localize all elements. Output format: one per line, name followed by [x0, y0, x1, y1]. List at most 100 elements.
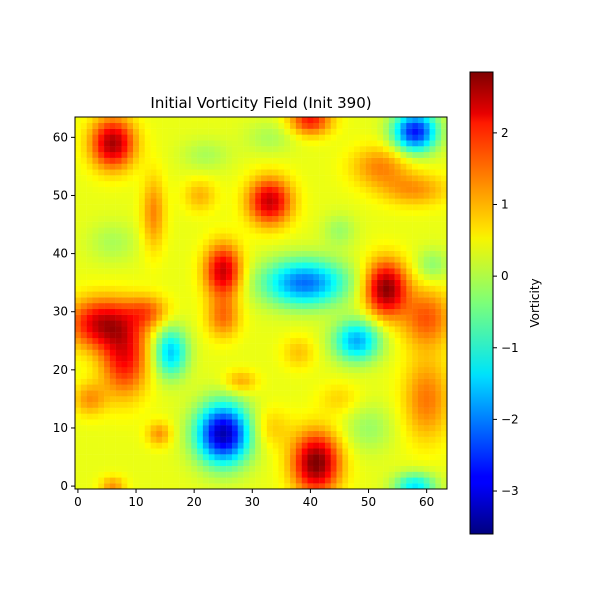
heatmap-cell	[319, 134, 326, 141]
heatmap-cell	[144, 436, 151, 443]
heatmap-cell	[336, 192, 343, 199]
heatmap-cell	[185, 204, 192, 211]
heatmap-cell	[359, 175, 366, 182]
heatmap-cell	[290, 459, 297, 466]
heatmap-cell	[377, 436, 384, 443]
heatmap-cell	[202, 204, 209, 211]
heatmap-cell	[191, 122, 198, 129]
heatmap-cell	[354, 151, 361, 158]
heatmap-cell	[359, 157, 366, 164]
heatmap-cell	[313, 477, 320, 484]
heatmap-cell	[435, 285, 442, 292]
heatmap-cell	[185, 140, 192, 147]
heatmap-cell	[138, 221, 145, 228]
heatmap-cell	[290, 221, 297, 228]
heatmap-cell	[86, 250, 93, 257]
heatmap-cell	[80, 413, 87, 420]
heatmap-cell	[185, 396, 192, 403]
heatmap-cell	[290, 268, 297, 275]
heatmap-cell	[162, 477, 169, 484]
heatmap-cell	[406, 151, 413, 158]
heatmap-cell	[86, 210, 93, 217]
heatmap-cell	[319, 279, 326, 286]
heatmap-cell	[191, 308, 198, 315]
heatmap-cell	[319, 326, 326, 333]
heatmap-cell	[394, 192, 401, 199]
heatmap-cell	[295, 459, 302, 466]
heatmap-cell	[272, 471, 279, 478]
heatmap-cell	[179, 442, 186, 449]
heatmap-cell	[80, 308, 87, 315]
heatmap-cell	[191, 459, 198, 466]
heatmap-cell	[202, 163, 209, 170]
heatmap-cell	[412, 442, 419, 449]
heatmap-cell	[249, 117, 256, 124]
heatmap-cell	[383, 355, 390, 362]
heatmap-cell	[98, 308, 105, 315]
heatmap-cell	[371, 407, 378, 414]
heatmap-cell	[284, 186, 291, 193]
heatmap-cell	[284, 221, 291, 228]
heatmap-cell	[342, 314, 349, 321]
heatmap-cell	[266, 198, 273, 205]
heatmap-cell	[173, 378, 180, 385]
heatmap-cell	[115, 320, 122, 327]
heatmap-cell	[191, 285, 198, 292]
heatmap-cell	[354, 314, 361, 321]
heatmap-cell	[220, 117, 227, 124]
heatmap-cell	[423, 279, 430, 286]
heatmap-cell	[173, 128, 180, 135]
heatmap-cell	[208, 349, 215, 356]
heatmap-cell	[104, 407, 111, 414]
heatmap-cell	[150, 332, 157, 339]
heatmap-cell	[295, 221, 302, 228]
heatmap-cell	[109, 436, 116, 443]
heatmap-cell	[435, 448, 442, 455]
heatmap-cell	[423, 425, 430, 432]
heatmap-cell	[278, 407, 285, 414]
heatmap-cell	[138, 122, 145, 129]
heatmap-cell	[278, 419, 285, 426]
heatmap-cell	[156, 163, 163, 170]
heatmap-cell	[272, 256, 279, 263]
heatmap-cell	[272, 442, 279, 449]
heatmap-cell	[330, 215, 337, 222]
heatmap-cell	[168, 210, 175, 217]
heatmap-cell	[354, 122, 361, 129]
heatmap-cell	[168, 262, 175, 269]
heatmap-cell	[226, 192, 233, 199]
heatmap-cell	[214, 436, 221, 443]
heatmap-cell	[290, 210, 297, 217]
heatmap-cell	[208, 355, 215, 362]
heatmap-cell	[156, 396, 163, 403]
heatmap-cell	[359, 430, 366, 437]
heatmap-cell	[75, 372, 82, 379]
heatmap-cell	[208, 250, 215, 257]
heatmap-cell	[348, 151, 355, 158]
heatmap-cell	[354, 483, 361, 489]
heatmap-cell	[272, 396, 279, 403]
heatmap-cell	[162, 407, 169, 414]
heatmap-cell	[121, 471, 128, 478]
heatmap-cell	[412, 465, 419, 472]
heatmap-cell	[307, 163, 314, 170]
plot-frame	[74, 116, 448, 490]
heatmap-cell	[80, 378, 87, 385]
heatmap-cell	[231, 355, 238, 362]
heatmap-cell	[365, 227, 372, 234]
heatmap-cell	[336, 146, 343, 153]
heatmap-cell	[86, 378, 93, 385]
heatmap-cell	[284, 128, 291, 135]
heatmap-cell	[371, 396, 378, 403]
heatmap-cell	[371, 413, 378, 420]
heatmap-cell	[144, 454, 151, 461]
heatmap-cell	[243, 227, 250, 234]
heatmap-cell	[179, 157, 186, 164]
heatmap-cell	[208, 320, 215, 327]
heatmap-cell	[127, 163, 134, 170]
heatmap-cell	[115, 355, 122, 362]
heatmap-cell	[92, 227, 99, 234]
heatmap-cell	[435, 262, 442, 269]
heatmap-cell	[336, 430, 343, 437]
heatmap-cell	[197, 285, 204, 292]
